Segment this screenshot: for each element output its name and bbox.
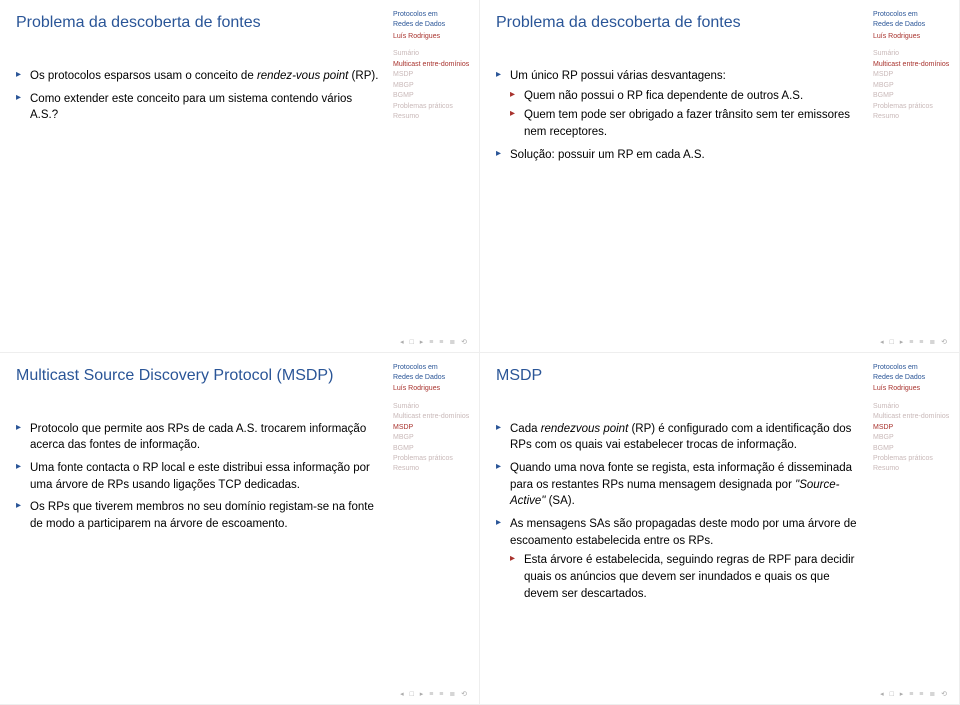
bullet-item: Como extender este conceito para um sist… (16, 91, 379, 124)
sub-bullet-item: Esta árvore é estabelecida, seguindo reg… (510, 552, 859, 602)
sidebar-nav-item[interactable]: Resumo (393, 112, 473, 121)
sidebar-nav-item[interactable]: Sumário (393, 402, 473, 411)
sidebar-brand: Redes de Dados (873, 20, 953, 29)
nav-footer: ◂ □ ▸ ≡ ≡ ≣ ⟲ (400, 690, 469, 698)
bullet-item: Os protocolos esparsos usam o conceito d… (16, 68, 379, 85)
sidebar-nav-item[interactable]: MSDP (393, 423, 473, 432)
sidebar-nav-item[interactable]: Multicast entre-domínios (393, 60, 473, 69)
sidebar-nav-item[interactable]: MBGP (393, 433, 473, 442)
sidebar-nav-item[interactable]: Problemas práticos (873, 454, 953, 463)
sidebar-brand: Redes de Dados (873, 373, 953, 382)
sidebar-nav-item[interactable]: BGMP (393, 91, 473, 100)
sidebar: Protocolos emRedes de Dados Luís Rodrigue… (873, 363, 953, 475)
sidebar-nav-item[interactable]: Sumário (873, 402, 953, 411)
sidebar-nav-item[interactable]: BGMP (873, 444, 953, 453)
sidebar-nav-item[interactable]: Problemas práticos (393, 102, 473, 111)
sidebar: Protocolos emRedes de Dados Luís Rodrigue… (393, 10, 473, 122)
sub-bullet-item: Quem tem pode ser obrigado a fazer trâns… (510, 107, 859, 140)
slide-content: Cada rendezvous point (RP) é configurado… (496, 421, 859, 609)
slide-content: Os protocolos esparsos usam o conceito d… (16, 68, 379, 130)
sidebar-nav-item[interactable]: MSDP (873, 423, 953, 432)
sidebar-nav-item[interactable]: Multicast entre-domínios (393, 412, 473, 421)
bullet-item: Quando uma nova fonte se regista, esta i… (496, 460, 859, 510)
sidebar-nav-item[interactable]: MBGP (873, 81, 953, 90)
bullet-item: Um único RP possui várias desvantagens:Q… (496, 68, 859, 141)
sidebar-nav-item[interactable]: Resumo (393, 464, 473, 473)
slide-4: MSDP Protocolos emRedes de Dados Luís Rod… (480, 353, 960, 705)
nav-footer: ◂ □ ▸ ≡ ≡ ≣ ⟲ (880, 338, 949, 346)
sidebar-nav-item[interactable]: Sumário (393, 49, 473, 58)
sidebar-brand: Protocolos em (393, 363, 473, 372)
sidebar-author: Luís Rodrigues (393, 384, 473, 393)
sidebar-nav-item[interactable]: MBGP (873, 433, 953, 442)
sidebar-nav-item[interactable]: Resumo (873, 464, 953, 473)
sidebar-brand: Protocolos em (873, 363, 953, 372)
sidebar-brand: Redes de Dados (393, 373, 473, 382)
slide-content: Um único RP possui várias desvantagens:Q… (496, 68, 859, 169)
bullet-item: Cada rendezvous point (RP) é configurado… (496, 421, 859, 454)
sidebar-author: Luís Rodrigues (393, 32, 473, 41)
sidebar-nav-item[interactable]: Sumário (873, 49, 953, 58)
sub-bullet-item: Quem não possui o RP fica dependente de … (510, 88, 859, 105)
bullet-item: Uma fonte contacta o RP local e este dis… (16, 460, 379, 493)
sidebar-nav-item[interactable]: Problemas práticos (873, 102, 953, 111)
sidebar-nav-item[interactable]: BGMP (873, 91, 953, 100)
slide-content: Protocolo que permite aos RPs de cada A.… (16, 421, 379, 539)
sidebar-author: Luís Rodrigues (873, 32, 953, 41)
slide-1: Problema da descoberta de fontes Protoco… (0, 0, 480, 353)
slide-2: Problema da descoberta de fontes Protoco… (480, 0, 960, 353)
bullet-item: Solução: possuir um RP em cada A.S. (496, 147, 859, 164)
sidebar: Protocolos emRedes de Dados Luís Rodrigue… (873, 10, 953, 122)
sidebar-nav-item[interactable]: BGMP (393, 444, 473, 453)
sidebar-nav-item[interactable]: MSDP (873, 70, 953, 79)
sidebar-brand: Protocolos em (873, 10, 953, 19)
sidebar-author: Luís Rodrigues (873, 384, 953, 393)
sidebar-nav-item[interactable]: Problemas práticos (393, 454, 473, 463)
bullet-item: As mensagens SAs são propagadas deste mo… (496, 516, 859, 602)
sidebar-nav-item[interactable]: MBGP (393, 81, 473, 90)
bullet-item: Os RPs que tiverem membros no seu domíni… (16, 499, 379, 532)
sidebar: Protocolos emRedes de Dados Luís Rodrigue… (393, 363, 473, 475)
bullet-item: Protocolo que permite aos RPs de cada A.… (16, 421, 379, 454)
sidebar-nav-item[interactable]: MSDP (393, 70, 473, 79)
nav-footer: ◂ □ ▸ ≡ ≡ ≣ ⟲ (400, 338, 469, 346)
slide-3: Multicast Source Discovery Protocol (MSD… (0, 353, 480, 705)
sidebar-nav-item[interactable]: Multicast entre-domínios (873, 412, 953, 421)
sidebar-nav-item[interactable]: Multicast entre-domínios (873, 60, 953, 69)
sidebar-brand: Redes de Dados (393, 20, 473, 29)
nav-footer: ◂ □ ▸ ≡ ≡ ≣ ⟲ (880, 690, 949, 698)
sidebar-brand: Protocolos em (393, 10, 473, 19)
sidebar-nav-item[interactable]: Resumo (873, 112, 953, 121)
